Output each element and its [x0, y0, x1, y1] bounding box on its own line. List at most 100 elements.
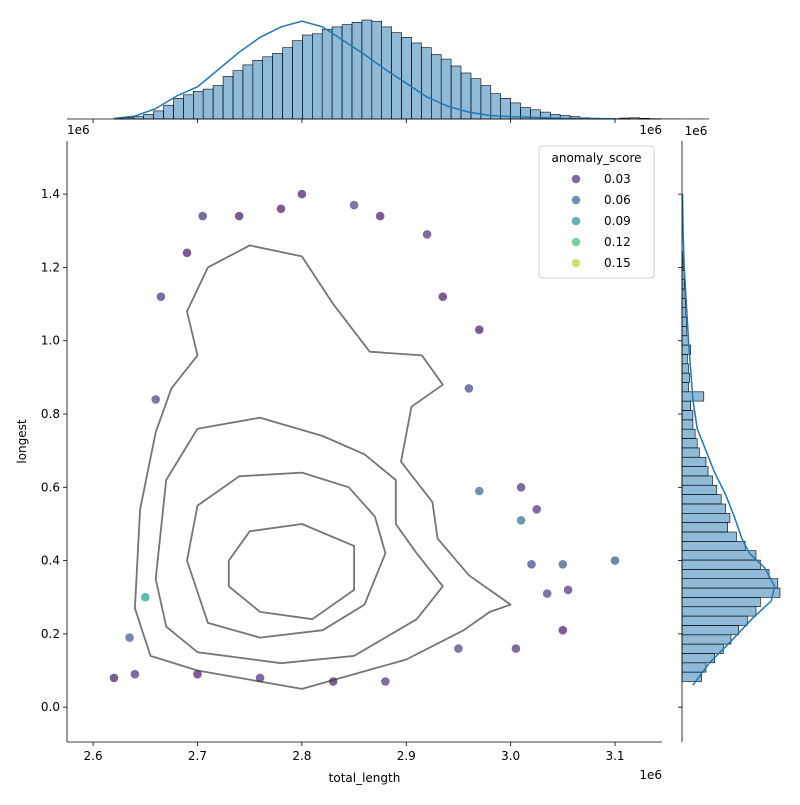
- top-marginal-histogram: 1e6 1e6: [67, 20, 709, 137]
- y-tick-label: 1.0: [41, 334, 60, 348]
- top-histogram-bar: [342, 25, 352, 119]
- scatter-point: [475, 325, 484, 334]
- density-contour: [229, 524, 354, 619]
- y-tick-label: 0.0: [41, 700, 60, 714]
- x-tick-label: 2.6: [84, 749, 103, 763]
- density-contours: [135, 245, 511, 689]
- scatter-point: [141, 593, 150, 602]
- scatter-point: [464, 384, 473, 393]
- top-histogram-bar: [441, 59, 451, 119]
- right-histogram-bar: [682, 355, 687, 364]
- right-histogram-bar: [682, 541, 745, 550]
- right-histogram-bar: [682, 607, 756, 616]
- top-histogram-bar: [312, 34, 322, 119]
- scatter-point: [558, 560, 567, 569]
- right-histogram-bar: [682, 513, 730, 522]
- right-histogram-bar: [682, 635, 731, 644]
- right-histogram-bar: [682, 364, 689, 373]
- right-histogram-bar: [682, 495, 721, 504]
- top-histogram-bar: [392, 33, 402, 119]
- scatter-point: [543, 589, 552, 598]
- right-histogram-bar: [682, 644, 723, 653]
- right-histogram-bars: [682, 252, 780, 682]
- y-tick-label: 0.8: [41, 407, 60, 421]
- top-histogram-bar: [421, 48, 431, 119]
- top-histogram-bar: [253, 60, 263, 119]
- right-histogram-bar: [682, 317, 686, 326]
- right-histogram-bar: [682, 588, 780, 597]
- legend-box: [539, 146, 654, 278]
- right-histogram-bar: [682, 626, 739, 635]
- top-histogram-bar: [273, 53, 283, 119]
- top-histogram-bar: [154, 111, 164, 119]
- scatter-point: [125, 633, 134, 642]
- density-contour: [135, 245, 511, 689]
- top-histogram-bar: [183, 95, 193, 119]
- legend-marker: [571, 195, 580, 204]
- right-histogram-bar: [682, 326, 686, 335]
- x-tick-label: 3.1: [605, 749, 624, 763]
- top-axis-ticks: [93, 119, 615, 123]
- top-histogram-bar: [174, 98, 184, 119]
- x-tick-label: 3.0: [501, 749, 520, 763]
- scatter-point: [151, 395, 160, 404]
- right-histogram-bar: [682, 597, 760, 606]
- legend-label: 0.12: [604, 235, 631, 249]
- top-histogram-bar: [352, 22, 362, 119]
- scatter-point: [350, 201, 359, 210]
- scatter-point: [423, 230, 432, 239]
- right-histogram-bar: [682, 467, 708, 476]
- top-histogram-bar: [223, 76, 233, 119]
- scatter-point: [475, 486, 484, 495]
- x-tick-label: 2.7: [188, 749, 207, 763]
- legend-marker: [571, 258, 580, 267]
- top-histogram-bar: [302, 35, 312, 119]
- top-histogram-bar: [283, 48, 293, 119]
- top-histogram-bar: [193, 91, 203, 119]
- top-histogram-bar: [243, 65, 253, 119]
- x-tick-label: 2.9: [397, 749, 416, 763]
- right-histogram-bar: [682, 429, 695, 438]
- right-marginal-histogram: 1e6: [678, 124, 780, 742]
- legend-label: 0.06: [604, 193, 631, 207]
- scatter-point: [517, 516, 526, 525]
- scatter-point: [610, 556, 619, 565]
- scatter-point: [558, 626, 567, 635]
- top-histogram-bar: [372, 21, 382, 119]
- right-histogram-bar: [682, 504, 726, 513]
- scatter-point: [297, 190, 306, 199]
- top-histogram-bar: [322, 29, 332, 119]
- top-histogram-bar: [332, 27, 342, 119]
- right-axis-ticks: [678, 194, 682, 707]
- y-axis-ticks: 0.00.20.40.60.81.01.21.4: [41, 187, 67, 714]
- top-histogram-bar: [263, 57, 273, 119]
- right-histogram-bar: [682, 579, 778, 588]
- y-axis-label: longest: [15, 419, 29, 464]
- top-histogram-bar: [362, 20, 372, 119]
- right-histogram-bar: [682, 569, 769, 578]
- right-histogram-bar: [682, 411, 693, 420]
- right-histogram-bar: [682, 298, 685, 307]
- right-histogram-bar: [682, 420, 693, 429]
- y-tick-label: 1.4: [41, 187, 60, 201]
- scatter-point: [182, 248, 191, 257]
- top-histogram-bar: [164, 105, 174, 119]
- right-histogram-bar: [682, 616, 747, 625]
- right-histogram-bar: [682, 654, 715, 663]
- legend-marker: [571, 237, 580, 246]
- right-histogram-bar: [682, 551, 756, 560]
- legend-marker: [571, 216, 580, 225]
- top-left-offset-label: 1e6: [67, 123, 90, 137]
- top-histogram-bar: [412, 43, 422, 119]
- scatter-point: [511, 644, 520, 653]
- right-histogram-bar: [682, 383, 689, 392]
- right-top-offset-label: 1e6: [685, 124, 708, 138]
- right-histogram-bar: [682, 532, 736, 541]
- x-tick-label: 2.8: [292, 749, 311, 763]
- x-axis-ticks: 2.6 2.7 2.8 2.9 3.0 3.1: [84, 742, 625, 763]
- y-tick-label: 0.2: [41, 627, 60, 641]
- y-tick-label: 1.2: [41, 260, 60, 274]
- right-histogram-bar: [682, 336, 689, 345]
- top-histogram-bars: [114, 20, 709, 119]
